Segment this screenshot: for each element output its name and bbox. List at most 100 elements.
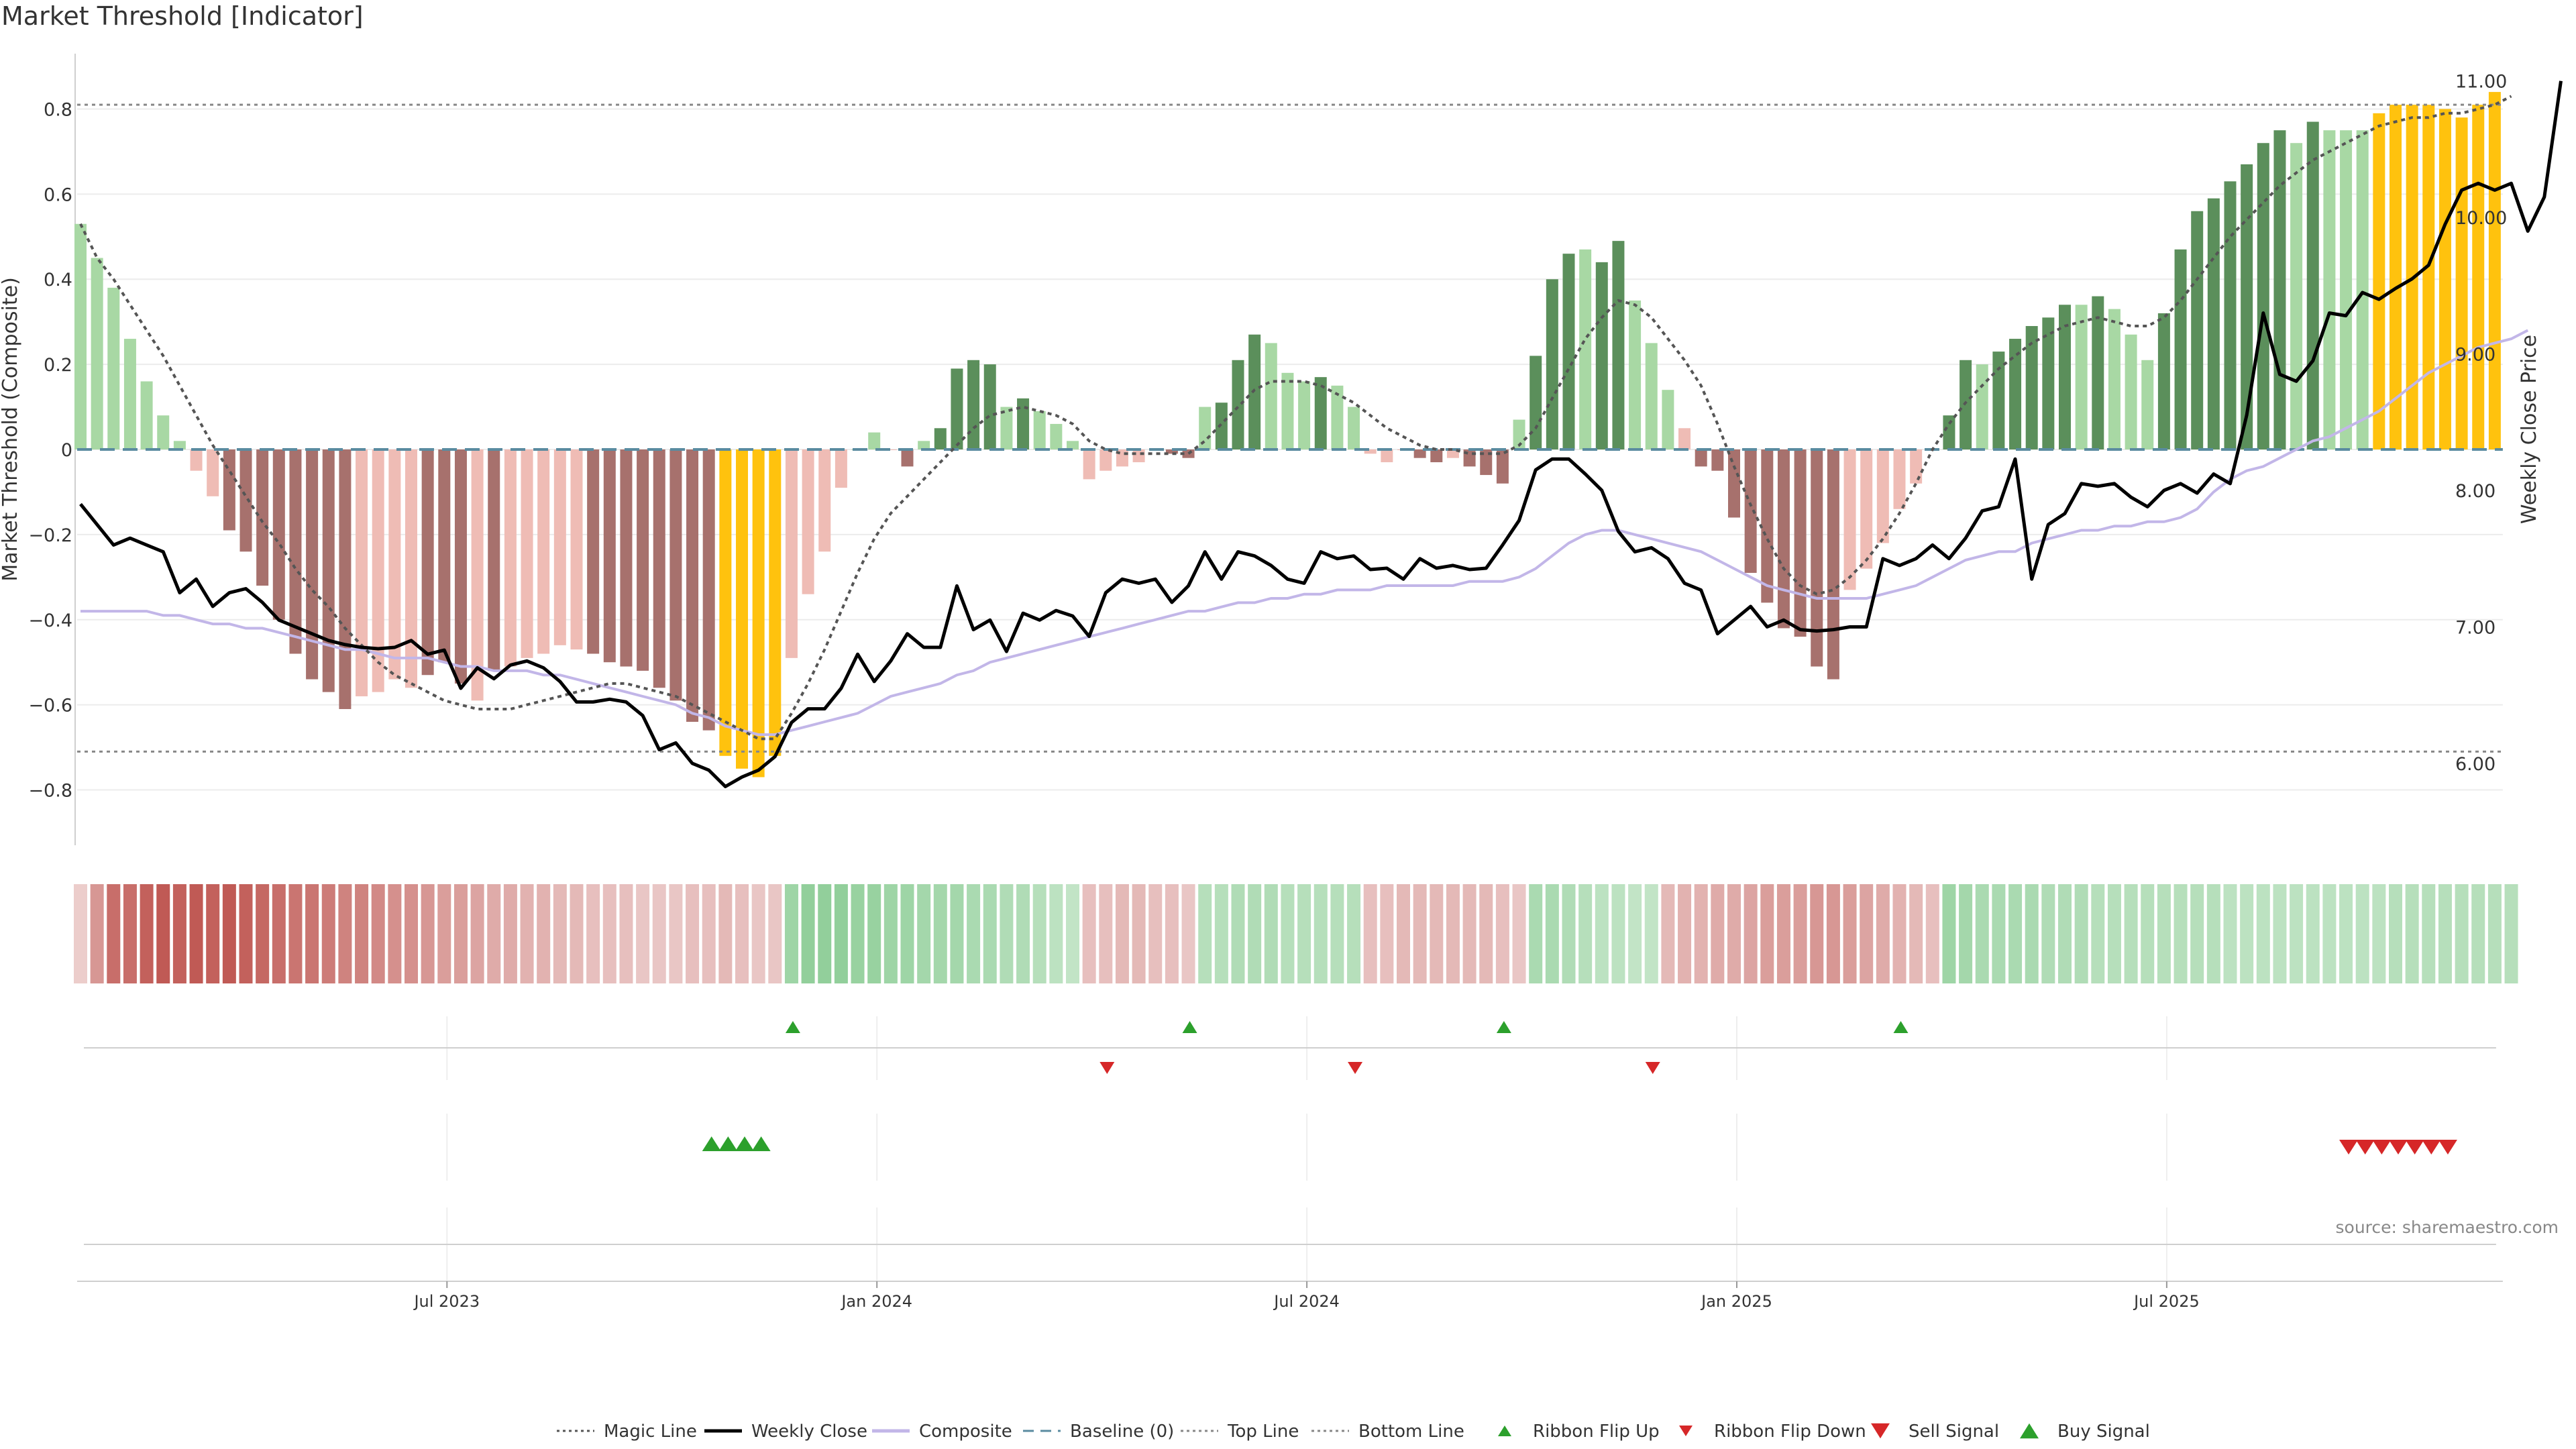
left-tick-label: 0.2 [44, 355, 72, 376]
legend-label: Ribbon Flip Down [1714, 1421, 1866, 1442]
ribbon-cell [2157, 884, 2171, 983]
ribbon-cell [74, 884, 87, 983]
ribbon-cell [619, 884, 633, 983]
ribbon-cell [2240, 884, 2254, 983]
threshold-bar [686, 449, 699, 722]
right-axis-ticks: 11.00 10.00 9.00 8.00 7.00 6.00 [2455, 72, 2507, 775]
left-axis-ticks: 0.8 0.6 0.4 0.2 0 −0.2 −0.4 −0.6 −0.8 [28, 99, 72, 801]
right-tick-label: 7.00 [2455, 617, 2496, 638]
ribbon-cell [2306, 884, 2320, 983]
ribbon-cell [189, 884, 203, 983]
threshold-bar [405, 449, 417, 688]
left-tick-label: 0.8 [44, 99, 72, 120]
ribbon-cell [1297, 884, 1311, 983]
ribbon-cell [801, 884, 815, 983]
legend-label: Baseline (0) [1070, 1421, 1174, 1442]
buy-signal-marker [735, 1136, 754, 1151]
ribbon-cell [570, 884, 584, 983]
threshold-bar [2224, 181, 2237, 449]
ribbon-cell [405, 884, 418, 983]
ribbon-cell [1529, 884, 1543, 983]
threshold-bar [2241, 164, 2253, 450]
sell-signal-marker [2389, 1140, 2408, 1155]
threshold-bar [884, 449, 897, 450]
threshold-bar [620, 449, 633, 667]
legend-label: Top Line [1227, 1421, 1299, 1442]
ribbon-cell [2422, 884, 2436, 983]
ribbon-cell [2339, 884, 2353, 983]
right-axis-label: Weekly Close Price [2518, 335, 2541, 524]
ribbon-cell [239, 884, 253, 983]
ribbon-cell [2025, 884, 2039, 983]
threshold-bar [868, 432, 881, 449]
ribbon-cell [784, 884, 798, 983]
ribbon-cell [1099, 884, 1113, 983]
ribbon-cell [256, 884, 270, 983]
threshold-bar [2340, 130, 2353, 449]
ribbon-cell [1132, 884, 1146, 983]
threshold-bar [1876, 449, 1889, 543]
threshold-bar [653, 449, 665, 688]
threshold-bar [207, 449, 219, 496]
threshold-bar [967, 360, 980, 449]
legend-label: Ribbon Flip Up [1533, 1421, 1660, 1442]
sell-signal-marker [2355, 1140, 2375, 1155]
ribbon-cell [1760, 884, 1774, 983]
ribbon-cell [1562, 884, 1576, 983]
ribbon-cell [2041, 884, 2055, 983]
ribbon-cell [1165, 884, 1179, 983]
ribbon-cell [1959, 884, 1973, 983]
threshold-bar [603, 449, 616, 663]
ribbon-cell [553, 884, 567, 983]
threshold-bar [1364, 449, 1377, 454]
ribbon-cell [222, 884, 236, 983]
ribbon-cell [2141, 884, 2155, 983]
ribbon-cell [768, 884, 782, 983]
ribbon-cell [107, 884, 121, 983]
threshold-bar [1678, 428, 1691, 449]
ribbon-cell [900, 884, 914, 983]
threshold-bar [2257, 143, 2269, 449]
threshold-bar [1232, 360, 1244, 449]
ribbon-cell [1661, 884, 1675, 983]
legend-label: Weekly Close [751, 1421, 867, 1442]
ribbon-cell [123, 884, 137, 983]
ribbon-cell [355, 884, 369, 983]
threshold-bar [901, 449, 914, 467]
ribbon-cell [338, 884, 352, 983]
threshold-bar [2009, 339, 2022, 449]
ribbon-cell [1462, 884, 1477, 983]
threshold-bar [951, 368, 963, 449]
threshold-bar [2207, 198, 2220, 449]
threshold-bar [471, 449, 484, 701]
left-tick-label: −0.6 [28, 696, 72, 716]
signal-markers [84, 1016, 2496, 1281]
threshold-bar [107, 287, 120, 449]
ribbon-cell [2107, 884, 2121, 983]
threshold-bar [752, 449, 765, 777]
threshold-bar [1811, 449, 1823, 667]
threshold-bar [1662, 390, 1674, 449]
threshold-bar [1000, 407, 1013, 449]
ribbon-cell [2322, 884, 2337, 983]
ribbon-cell [586, 884, 600, 983]
left-tick-label: −0.2 [28, 525, 72, 546]
threshold-bar [1744, 449, 1757, 573]
ribbon-cell [453, 884, 468, 983]
ribbon-cell [1148, 884, 1163, 983]
ribbon-flip-down-marker [1645, 1062, 1660, 1074]
ribbon-cell [206, 884, 220, 983]
legend-item: Bottom Line [1311, 1421, 1464, 1442]
threshold-bar [1761, 449, 1774, 603]
ribbon-cell [1214, 884, 1228, 983]
ribbon-cell [470, 884, 484, 983]
ribbon-flip-down-marker [1099, 1062, 1115, 1074]
ribbon-cell [1860, 884, 1874, 983]
ribbon-cell [967, 884, 981, 983]
legend-item: Top Line [1181, 1421, 1299, 1442]
buy-signal-marker [718, 1136, 738, 1151]
threshold-bar [1513, 419, 1525, 449]
threshold-bar [769, 449, 782, 756]
threshold-bar [587, 449, 600, 654]
buy-signal-marker [702, 1136, 721, 1151]
